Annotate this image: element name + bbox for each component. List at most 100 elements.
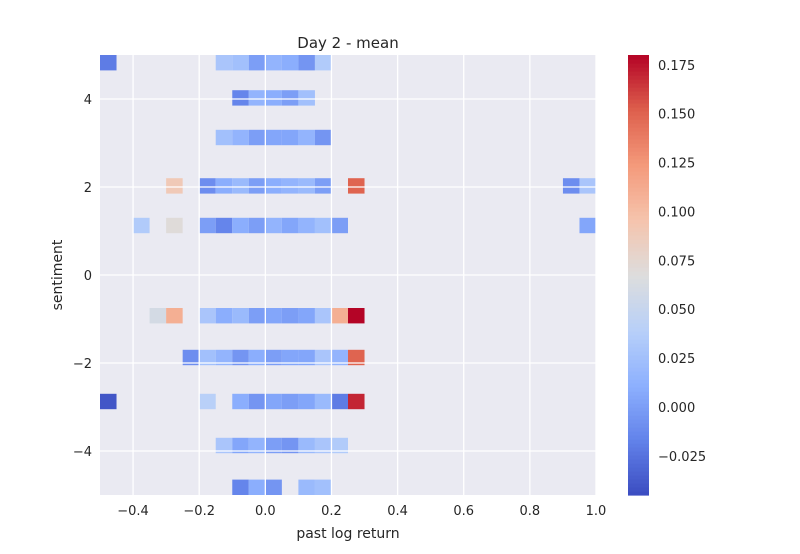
- heatmap-cell: [232, 308, 249, 324]
- colorbar-segment: [628, 395, 649, 400]
- colorbar-segment: [628, 295, 649, 300]
- heatmap-cell: [281, 308, 299, 324]
- heatmap-cell: [199, 393, 216, 410]
- colorbar-segment: [628, 307, 649, 312]
- heatmap-cell: [348, 349, 365, 366]
- colorbar-segment: [628, 363, 649, 368]
- colorbar-segment: [628, 99, 649, 104]
- colorbar-segment: [628, 235, 649, 240]
- x-tick-label: −0.4: [117, 504, 149, 519]
- x-tick-label: 0.4: [387, 504, 408, 519]
- heatmap-cell: [281, 217, 299, 234]
- heatmap-cell: [265, 90, 282, 106]
- colorbar-segment: [628, 127, 649, 132]
- colorbar-segment: [628, 483, 649, 488]
- colorbar-segment: [628, 327, 649, 332]
- colorbar-tick-label: −0.025: [658, 450, 706, 465]
- colorbar-segment: [628, 411, 649, 416]
- chart-title: Day 2 - mean: [297, 34, 398, 52]
- colorbar-segment: [628, 471, 649, 476]
- colorbar-segment: [628, 319, 649, 324]
- colorbar-segment: [628, 91, 649, 96]
- heatmap-cell: [215, 217, 233, 234]
- heatmap-cell: [199, 349, 216, 366]
- colorbar-segment: [628, 191, 649, 196]
- heatmap-cell: [248, 308, 266, 324]
- heatmap-cell: [248, 349, 266, 366]
- colorbar-segment: [628, 475, 649, 480]
- heatmap-cell: [166, 217, 183, 234]
- colorbar-segment: [628, 335, 649, 340]
- colorbar-segment: [628, 239, 649, 244]
- heatmap-cell: [232, 90, 249, 106]
- colorbar-segment: [628, 431, 649, 436]
- colorbar-segment: [628, 339, 649, 344]
- colorbar-segment: [628, 95, 649, 100]
- colorbar-segment: [628, 123, 649, 128]
- heatmap-cell: [248, 437, 266, 454]
- heatmap-cell: [331, 217, 348, 234]
- colorbar-segment: [628, 167, 649, 172]
- heatmap-cell: [298, 129, 315, 146]
- colorbar-segment: [628, 199, 649, 204]
- x-tick-label: 0.0: [255, 504, 276, 519]
- grid-lines: [100, 55, 597, 495]
- colorbar-segment: [628, 231, 649, 236]
- colorbar-tick-label: 0.075: [658, 254, 695, 269]
- heatmap-cell: [248, 90, 266, 106]
- colorbar-segment: [628, 211, 649, 216]
- heatmap-cell: [215, 437, 233, 454]
- heatmap-cell: [232, 55, 249, 71]
- colorbar-tick-label: 0.050: [658, 303, 695, 318]
- y-axis-label: sentiment: [50, 239, 66, 310]
- colorbar-segment: [628, 171, 649, 176]
- heatmap-cell: [298, 178, 315, 194]
- colorbar-segment: [628, 423, 649, 428]
- heatmap-cell: [579, 178, 596, 194]
- heatmap-cell: [232, 479, 249, 495]
- heatmap-cell: [314, 55, 332, 71]
- heatmap-cell: [298, 217, 315, 234]
- colorbar-segment: [628, 63, 649, 68]
- heatmap-cell: [265, 479, 282, 495]
- colorbar-segment: [628, 343, 649, 348]
- heatmap-cell: [100, 55, 117, 71]
- heatmap-cell: [215, 129, 233, 146]
- colorbar-segment: [628, 87, 649, 92]
- colorbar-segment: [628, 367, 649, 372]
- heatmap-cell: [133, 217, 150, 234]
- heatmap-cell: [232, 178, 249, 194]
- heatmap-cell: [265, 55, 282, 71]
- colorbar-segment: [628, 251, 649, 256]
- heatmap-cell: [265, 393, 282, 410]
- heatmap-cell: [232, 217, 249, 234]
- y-tick-label: 0: [84, 269, 92, 284]
- heatmap-cell: [265, 178, 282, 194]
- colorbar-segment: [628, 419, 649, 424]
- y-tick-label: 4: [84, 93, 92, 108]
- heatmap-cell: [182, 349, 200, 366]
- heatmap-cell: [248, 129, 266, 146]
- colorbar-segment: [628, 351, 649, 356]
- heatmap-cell: [265, 129, 282, 146]
- colorbar-segment: [628, 179, 649, 184]
- x-tick-labels: −0.4 −0.2 0.0 0.2 0.4 0.6 0.8 1.0: [117, 504, 606, 519]
- heatmap-cell: [281, 393, 299, 410]
- colorbar-tick-label: 0.100: [658, 205, 695, 220]
- colorbar-segment: [628, 103, 649, 108]
- colorbar-segment: [628, 467, 649, 472]
- heatmap-cell: [281, 349, 299, 366]
- heatmap-cell: [232, 393, 249, 410]
- heatmap-cell: [215, 178, 233, 194]
- heatmap-cell: [331, 393, 348, 410]
- x-tick-label: 0.2: [321, 504, 342, 519]
- colorbar-segment: [628, 311, 649, 316]
- y-tick-labels: 4 2 0 −2 −4: [73, 93, 92, 460]
- heatmap-cell: [215, 308, 233, 324]
- colorbar-tick-label: 0.150: [658, 108, 695, 123]
- heatmap-cell: [149, 308, 167, 324]
- colorbar-segment: [628, 203, 649, 208]
- colorbar-segment: [628, 375, 649, 380]
- colorbar-segment: [628, 155, 649, 160]
